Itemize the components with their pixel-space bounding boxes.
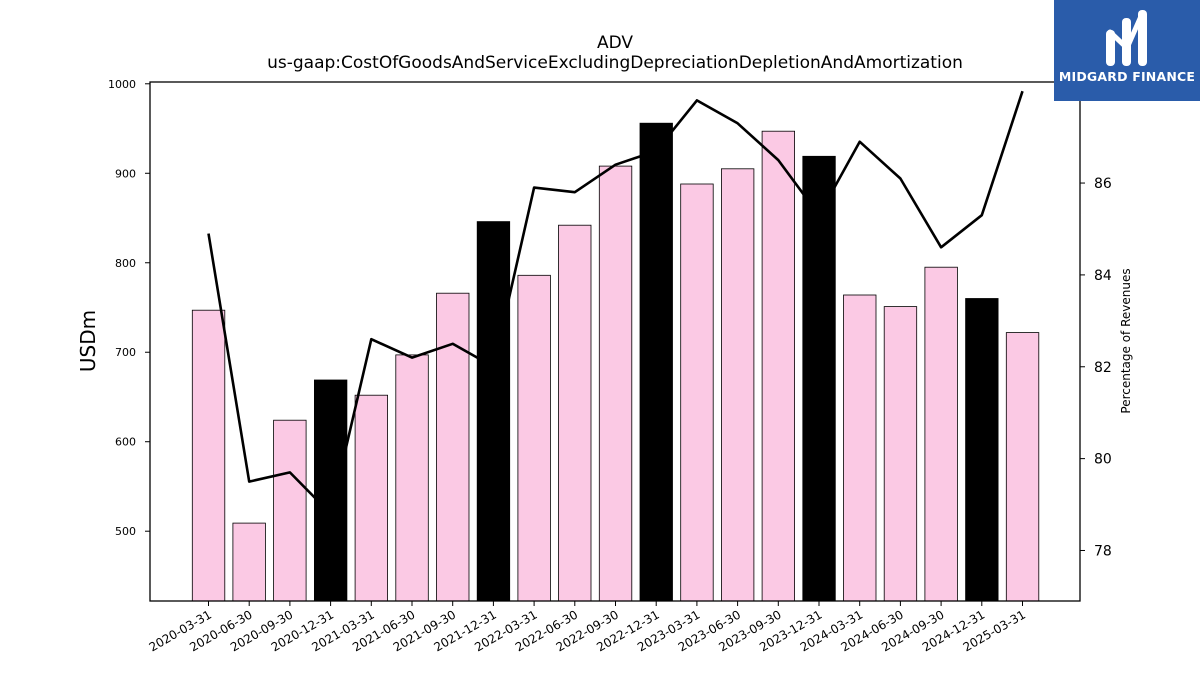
y-tick-label: 900 <box>115 167 136 180</box>
y-tick-label: 1000 <box>108 78 136 91</box>
bar-2022-12-31 <box>639 122 673 602</box>
bar-2022-09-30 <box>598 165 633 602</box>
bar-2023-03-31 <box>680 183 714 602</box>
bar-2024-12-31 <box>965 298 999 602</box>
midgard-m-icon <box>1106 10 1147 66</box>
bar-2020-09-30 <box>273 419 307 602</box>
y2-tick-label: 84 <box>1094 268 1112 284</box>
logo-text: MIDGARD FINANCE <box>1058 69 1196 84</box>
bar-2025-03-31 <box>1005 332 1040 602</box>
y-tick-label: 700 <box>115 346 136 359</box>
y2-axis-label: Percentage of Revenues <box>1119 268 1133 413</box>
bar-2020-06-30 <box>232 522 266 602</box>
bar-2024-09-30 <box>924 266 958 602</box>
y2-tick-label: 78 <box>1094 543 1112 559</box>
bar-2022-06-30 <box>558 224 592 602</box>
y-tick-label: 800 <box>115 257 136 270</box>
chart-subtitle: us-gaap:CostOfGoodsAndServiceExcludingDe… <box>267 53 963 73</box>
line-series <box>207 90 1024 516</box>
bar-2021-12-31 <box>476 221 511 602</box>
bar-series <box>191 122 1040 602</box>
y-axis-label: USDm <box>76 310 100 372</box>
bar-2023-12-31 <box>802 155 836 602</box>
bar-2022-03-31 <box>517 274 551 602</box>
chart-title: ADV <box>597 33 633 53</box>
y2-tick-label: 82 <box>1094 360 1112 376</box>
y-tick-label: 500 <box>115 525 136 538</box>
bar-2021-09-30 <box>436 292 470 602</box>
y-axis-left: 500 600 700 800 900 1000 <box>108 78 150 538</box>
bar-2023-06-30 <box>721 168 755 602</box>
bar-2020-03-31 <box>191 309 226 602</box>
x-axis: 2020-03-312020-06-302020-09-302020-12-31… <box>147 601 1028 654</box>
logo: MIDGARD FINANCE <box>1054 0 1200 101</box>
y-tick-label: 600 <box>115 436 136 449</box>
y2-tick-label: 80 <box>1094 452 1112 468</box>
bar-2023-09-30 <box>761 130 795 602</box>
bar-2024-06-30 <box>883 306 918 602</box>
y-axis-right: 788082848688 <box>1080 84 1112 559</box>
bar-2024-03-31 <box>843 294 877 602</box>
y2-tick-label: 86 <box>1094 176 1112 192</box>
bar-2021-03-31 <box>354 394 389 602</box>
bar-2020-12-31 <box>313 379 348 602</box>
bar-2021-06-30 <box>395 354 429 602</box>
